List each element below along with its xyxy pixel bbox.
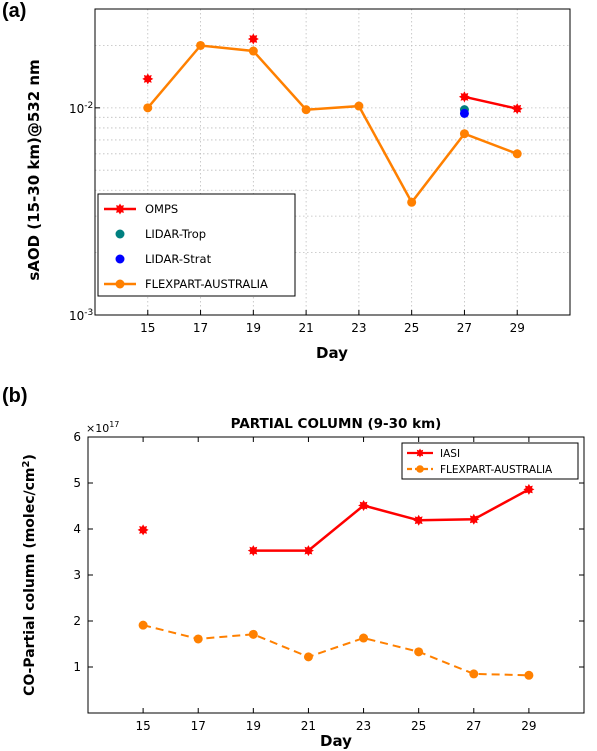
chart-a-point (354, 101, 364, 111)
chart-b-ytick-label: 1 (73, 660, 81, 674)
chart-a-xtick-label: 21 (298, 321, 313, 335)
chart-a-point (511, 103, 523, 115)
chart-a-point (247, 33, 259, 45)
chart-a-point (407, 197, 417, 207)
chart-b-point (413, 514, 425, 526)
chart-a-xtick-label: 27 (457, 321, 472, 335)
chart-b-legend-label: FLEXPART-AUSTRALIA (440, 464, 553, 476)
chart-b-xtick-label: 25 (411, 719, 426, 733)
chart-a-point (459, 108, 469, 118)
chart-a-point (196, 40, 206, 50)
chart-a-legend-marker (114, 203, 126, 215)
chart-b-point (303, 652, 313, 662)
chart-a-point (459, 129, 469, 139)
chart-b-title: PARTIAL COLUMN (9-30 km) (231, 416, 442, 432)
chart-a-legend-marker (115, 229, 125, 239)
chart-b-xtick-label: 15 (135, 719, 150, 733)
chart-a-xtick-label: 29 (510, 321, 525, 335)
chart-a-legend: OMPS LIDAR-Trop LIDAR-Strat FLEXPART-AUSTRA… (97, 193, 296, 297)
chart-b-point (248, 629, 258, 639)
chart-a-point (142, 73, 154, 85)
chart-b-data (137, 483, 535, 680)
chart-a-legend-marker (115, 279, 125, 289)
chart-a-point (458, 91, 470, 103)
chart-b-point (302, 545, 314, 557)
chart-a-ytick-label: 10-3 (69, 308, 93, 323)
chart-b-legend-label: IASI (440, 448, 460, 460)
panel-label-b: (b) (2, 385, 28, 407)
chart-b-legend-box (401, 442, 579, 480)
chart-b-xtick-label: 21 (301, 719, 316, 733)
chart-b-multiplier: ×1017 (86, 420, 119, 435)
chart-b-legend-marker (415, 448, 425, 458)
chart-b-point (523, 483, 535, 495)
chart-a-legend-label: FLEXPART-AUSTRALIA (145, 277, 268, 291)
chart-b-ytick-label: 2 (73, 614, 81, 628)
chart-a-point (512, 149, 522, 159)
chart-a-legend-label: LIDAR-Trop (145, 227, 206, 241)
chart-b-series-line (253, 488, 530, 552)
chart-b-point (469, 669, 479, 679)
chart-a-legend-marker (115, 254, 125, 264)
chart-b-point (414, 647, 424, 657)
chart-a-point (301, 105, 311, 115)
chart-b-series-line (142, 624, 529, 677)
chart-b-legend-marker (416, 465, 424, 473)
chart-b-xtick-label: 29 (521, 719, 536, 733)
chart-b-xtick-label: 27 (466, 719, 481, 733)
chart-a-frame (94, 8, 571, 316)
chart-b-point (138, 620, 148, 630)
chart-b-point (524, 670, 534, 680)
chart-b-ytick-label: 4 (73, 522, 81, 536)
chart-a-ytick-label: 10-2 (69, 101, 93, 116)
chart-a-series-line (146, 44, 518, 205)
chart-a-xtick-label: 17 (193, 321, 208, 335)
chart-b-point (193, 634, 203, 644)
chart-b-xtick-label: 23 (356, 719, 371, 733)
chart-a-ticks: 15 17 19 21 23 25 27 29 10-3 10-2 (69, 101, 525, 335)
chart-b-legend: IASI FLEXPART-AUSTRALIA (401, 442, 579, 480)
chart-b-point (468, 513, 480, 525)
chart-b-point (137, 524, 149, 536)
chart-a-xtick-label: 15 (140, 321, 155, 335)
chart-b-xtick-label: 17 (191, 719, 206, 733)
chart-b-ylabel: CO-Partial column (molec/cm2) (21, 454, 38, 696)
chart-a-legend-label: OMPS (145, 202, 178, 216)
chart-a-xtick-label: 19 (246, 321, 261, 335)
chart-b-ytick-label: 5 (73, 476, 81, 490)
chart-a-point (143, 103, 153, 113)
chart-a-legend-label: LIDAR-Strat (145, 252, 212, 266)
chart-a-xtick-label: 23 (351, 321, 366, 335)
chart-b-point (359, 633, 369, 643)
chart-a-ylabel: sAOD (15-30 km)@532 nm (25, 59, 43, 280)
chart-a-data (142, 33, 523, 207)
chart-b-xlabel: Day (320, 732, 352, 750)
chart-a-xtick-label: 25 (404, 321, 419, 335)
chart-b-xtick-label: 19 (246, 719, 261, 733)
chart-b-ytick-label: 6 (73, 430, 81, 444)
chart-a-series-line (464, 95, 518, 110)
panel-label-a: (a) (2, 0, 27, 22)
chart-b-point (358, 500, 370, 511)
chart-a-point (248, 46, 258, 56)
chart-a-xlabel: Day (316, 344, 348, 362)
chart-b-ytick-label: 3 (73, 568, 81, 582)
chart-b-point (247, 545, 259, 557)
chart-a-legend-box (97, 193, 296, 297)
